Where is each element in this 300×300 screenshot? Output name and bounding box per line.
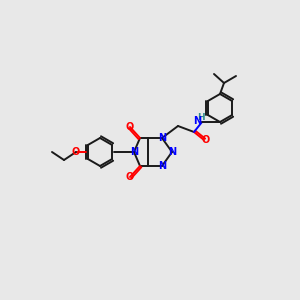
Text: N: N [158,161,166,171]
Text: O: O [126,122,134,132]
Text: O: O [72,147,80,157]
Text: N: N [168,147,176,157]
Text: N: N [158,133,166,143]
Text: H: H [197,112,205,122]
Text: O: O [126,172,134,182]
Text: N: N [130,147,138,157]
Text: O: O [202,135,210,145]
Text: N: N [193,116,201,126]
